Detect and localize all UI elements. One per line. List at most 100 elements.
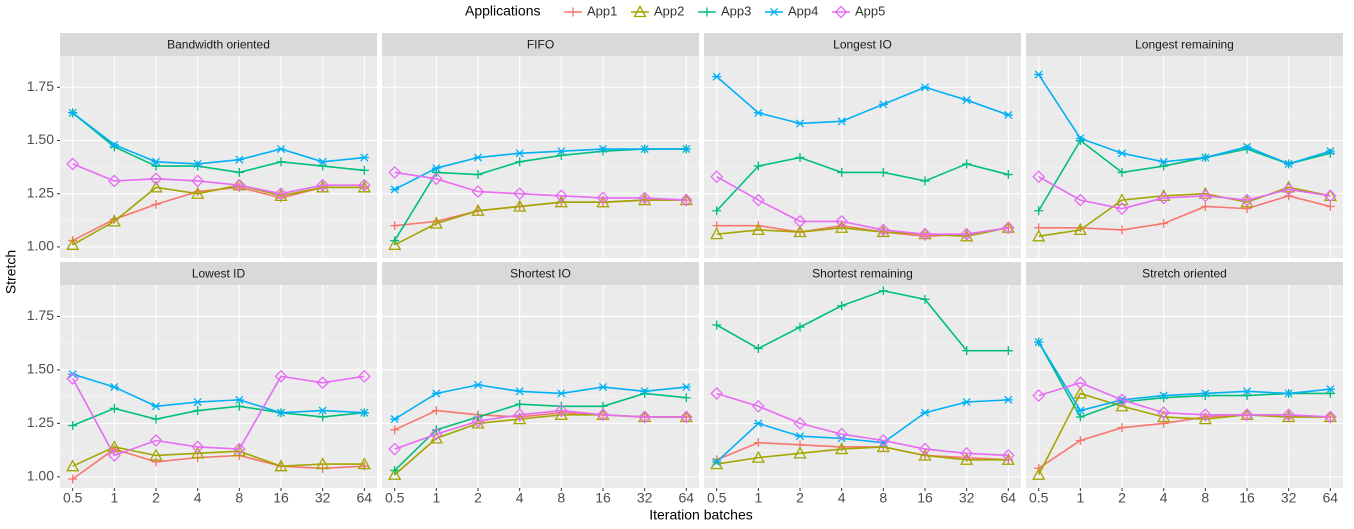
- marker: [878, 167, 888, 177]
- x-tick-label: 32: [1281, 490, 1297, 506]
- marker: [918, 227, 932, 241]
- series-line: [1038, 186, 1331, 238]
- x-tick-label: 1: [432, 490, 440, 506]
- marker: [1075, 134, 1085, 143]
- series-line: [394, 384, 687, 420]
- series-line: [716, 441, 1009, 461]
- marker: [359, 165, 369, 175]
- marker: [274, 369, 288, 383]
- panel-background: [60, 56, 377, 258]
- marker: [679, 193, 693, 207]
- marker: [837, 301, 847, 311]
- x-tick-label: 1: [110, 490, 118, 506]
- strip-title: Shortest remaining: [812, 267, 913, 281]
- marker: [515, 149, 525, 158]
- marker: [1032, 229, 1046, 242]
- x-tick-label: 0.5: [63, 490, 83, 506]
- marker: [107, 440, 121, 453]
- strip-title: FIFO: [527, 38, 554, 52]
- series-line: [72, 112, 365, 174]
- x-tick-label: 16: [273, 490, 289, 506]
- marker: [357, 178, 371, 192]
- marker: [1075, 412, 1085, 422]
- series-line: [716, 289, 1009, 352]
- panel-background: [704, 56, 1021, 258]
- series-line: [716, 175, 1009, 235]
- marker: [1323, 189, 1337, 203]
- marker: [1200, 201, 1210, 211]
- panel-background: [1026, 285, 1343, 488]
- marker: [151, 199, 161, 209]
- marker: [276, 408, 286, 417]
- marker: [1001, 221, 1015, 235]
- legend-key: [702, 7, 712, 17]
- x-tick-label: 1: [754, 490, 762, 506]
- marker: [1034, 338, 1044, 347]
- series-group: [388, 380, 693, 480]
- marker: [835, 214, 849, 228]
- series-line: [394, 409, 687, 450]
- marker: [316, 178, 330, 192]
- marker: [1034, 206, 1044, 216]
- marker: [712, 206, 722, 216]
- marker: [193, 159, 203, 168]
- marker: [390, 415, 400, 424]
- marker: [66, 372, 80, 385]
- marker: [107, 449, 121, 462]
- series-group: [710, 72, 1015, 242]
- marker: [357, 369, 371, 383]
- marker: [918, 448, 932, 461]
- marker: [316, 180, 330, 193]
- marker: [316, 457, 330, 470]
- marker: [876, 225, 890, 238]
- marker: [751, 399, 765, 413]
- marker: [431, 425, 441, 435]
- marker: [960, 227, 974, 241]
- marker: [751, 450, 765, 463]
- series-group: [1032, 70, 1337, 242]
- marker: [151, 402, 161, 411]
- marker: [962, 159, 972, 169]
- marker: [276, 144, 286, 154]
- marker: [795, 153, 805, 163]
- x-tick-label: 8: [1201, 490, 1209, 506]
- strip: [60, 262, 377, 285]
- strip: [704, 33, 1021, 56]
- strip: [382, 33, 699, 56]
- marker: [1003, 395, 1013, 404]
- marker: [151, 157, 161, 166]
- marker: [149, 434, 163, 447]
- series-line: [72, 405, 365, 427]
- strip-title: Longest IO: [833, 38, 892, 52]
- marker: [513, 408, 527, 422]
- marker: [191, 174, 205, 188]
- y-tick-label: 1.25: [27, 414, 54, 430]
- marker: [710, 457, 724, 470]
- marker: [1001, 449, 1015, 462]
- marker: [681, 382, 691, 392]
- marker: [793, 446, 807, 459]
- marker: [1001, 220, 1015, 233]
- strip: [382, 262, 699, 285]
- series-group: [66, 369, 371, 484]
- marker: [390, 185, 400, 194]
- legend-key: [834, 5, 848, 19]
- marker: [638, 410, 652, 424]
- marker: [1115, 399, 1129, 412]
- strip: [704, 262, 1021, 285]
- series-line: [716, 399, 1009, 463]
- marker: [357, 180, 371, 193]
- legend-key: [769, 7, 779, 17]
- marker: [710, 227, 724, 240]
- marker: [596, 195, 610, 208]
- marker: [681, 144, 691, 154]
- marker: [598, 382, 608, 392]
- strip: [1026, 262, 1343, 285]
- marker: [837, 434, 847, 443]
- marker: [1073, 376, 1087, 390]
- marker: [1003, 346, 1013, 356]
- marker: [1159, 391, 1169, 400]
- marker: [473, 170, 483, 180]
- y-tick-label: 1.00: [27, 468, 54, 484]
- marker: [795, 119, 805, 128]
